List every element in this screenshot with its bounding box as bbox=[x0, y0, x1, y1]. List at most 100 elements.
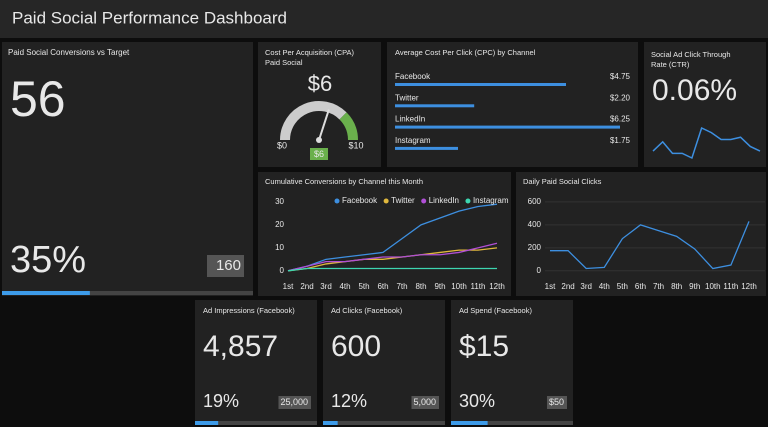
value-label: $1.75 bbox=[610, 136, 631, 145]
percent: 35% bbox=[10, 239, 86, 281]
x-tick-label: 9th bbox=[689, 282, 700, 291]
y-tick-label: 400 bbox=[528, 220, 542, 229]
target: 5,000 bbox=[413, 397, 436, 407]
percent: 12% bbox=[331, 391, 367, 411]
x-tick-label: 3rd bbox=[580, 282, 592, 291]
panel-title: Ad Impressions (Facebook) bbox=[203, 306, 295, 315]
x-tick-label: 2nd bbox=[561, 282, 574, 291]
progress-track bbox=[195, 421, 317, 425]
gauge-min: $0 bbox=[277, 140, 287, 150]
progress-bar bbox=[2, 291, 90, 295]
panel-title: Ad Clicks (Facebook) bbox=[331, 306, 403, 315]
value-label: $2.20 bbox=[610, 93, 631, 102]
target-box bbox=[411, 396, 439, 409]
y-tick-label: 200 bbox=[528, 243, 542, 252]
progress-track bbox=[451, 421, 573, 425]
panel-title: Social Ad Click Through bbox=[651, 50, 731, 59]
x-tick-label: 2nd bbox=[300, 282, 313, 291]
y-tick-label: 0 bbox=[280, 266, 285, 275]
y-tick-label: 30 bbox=[275, 197, 284, 206]
value-label: $6.25 bbox=[610, 115, 631, 124]
x-tick-label: 12th bbox=[741, 282, 757, 291]
legend-label: LinkedIn bbox=[429, 196, 459, 205]
x-tick-label: 3rd bbox=[320, 282, 332, 291]
big-value: 600 bbox=[331, 330, 381, 363]
target: $50 bbox=[549, 397, 564, 407]
line bbox=[287, 242, 498, 272]
channel-label: Twitter bbox=[395, 93, 419, 102]
x-tick-label: 8th bbox=[671, 282, 682, 291]
legend-dot bbox=[383, 198, 389, 204]
value-label: $4.75 bbox=[610, 72, 631, 81]
panel-title: Rate (CTR) bbox=[651, 60, 690, 69]
line bbox=[287, 247, 498, 272]
progress-bar bbox=[323, 421, 338, 425]
percent: 19% bbox=[203, 391, 239, 411]
x-tick-label: 5th bbox=[358, 282, 369, 291]
x-tick-label: 11th bbox=[723, 282, 738, 291]
target-box bbox=[207, 255, 244, 277]
line bbox=[287, 267, 497, 272]
y-tick-label: 600 bbox=[528, 197, 542, 206]
panel-title: Paid Social Conversions vs Target bbox=[8, 48, 130, 57]
channel-label: Facebook bbox=[395, 72, 431, 81]
x-tick-label: 12th bbox=[489, 282, 505, 291]
panel-title: Daily Paid Social Clicks bbox=[523, 177, 602, 186]
sparkline bbox=[652, 126, 761, 160]
y-tick-label: 0 bbox=[537, 266, 542, 275]
legend-dot bbox=[421, 198, 427, 204]
legend-dot bbox=[465, 198, 471, 204]
x-tick-label: 6th bbox=[377, 282, 388, 291]
x-tick-label: 5th bbox=[617, 282, 628, 291]
line bbox=[287, 203, 498, 272]
gauge-track bbox=[280, 101, 347, 141]
panel bbox=[258, 172, 511, 296]
x-tick-label: 1st bbox=[545, 282, 556, 291]
target: 25,000 bbox=[280, 397, 308, 407]
target: 160 bbox=[216, 257, 241, 274]
gauge-value: $6 bbox=[314, 149, 324, 159]
bar bbox=[395, 104, 475, 108]
gauge-badge bbox=[310, 148, 328, 160]
panel-title: Average Cost Per Click (CPC) by Channel bbox=[395, 48, 536, 57]
x-tick-label: 8th bbox=[415, 282, 426, 291]
panel-title: Ad Spend (Facebook) bbox=[459, 306, 532, 315]
panel bbox=[644, 42, 766, 167]
dashboard-title: Paid Social Performance Dashboard bbox=[12, 8, 287, 27]
channel-label: LinkedIn bbox=[395, 115, 425, 124]
panel bbox=[2, 42, 253, 296]
big-value: $15 bbox=[459, 330, 509, 363]
x-tick-label: 9th bbox=[434, 282, 445, 291]
legend-label: Instagram bbox=[473, 196, 509, 205]
x-tick-label: 7th bbox=[653, 282, 664, 291]
gauge-zone bbox=[339, 112, 358, 141]
y-tick-label: 20 bbox=[275, 220, 284, 229]
x-tick-label: 10th bbox=[705, 282, 721, 291]
percent: 30% bbox=[459, 391, 495, 411]
progress-track bbox=[323, 421, 445, 425]
gauge-hub bbox=[316, 137, 322, 143]
panel-title: Cost Per Acquisition (CPA) bbox=[265, 48, 355, 57]
x-tick-label: 4th bbox=[599, 282, 610, 291]
x-tick-label: 6th bbox=[635, 282, 646, 291]
bar bbox=[395, 125, 620, 129]
legend-label: Facebook bbox=[342, 196, 378, 205]
big-value: 0.06% bbox=[652, 74, 737, 107]
x-tick-label: 10th bbox=[451, 282, 467, 291]
legend-label: Twitter bbox=[391, 196, 415, 205]
progress-bar bbox=[195, 421, 219, 425]
header-bar bbox=[0, 0, 768, 38]
line bbox=[550, 221, 750, 270]
panel-title: Paid Social bbox=[265, 58, 303, 67]
bar bbox=[395, 146, 458, 150]
bar bbox=[395, 83, 566, 86]
channel-label: Instagram bbox=[395, 136, 431, 145]
big-value: 4,857 bbox=[203, 330, 278, 363]
panel-title: Cumulative Conversions by Channel this M… bbox=[265, 177, 423, 186]
progress-bar bbox=[451, 421, 488, 425]
x-tick-label: 7th bbox=[396, 282, 407, 291]
x-tick-label: 4th bbox=[339, 282, 350, 291]
big-value: $6 bbox=[308, 71, 332, 96]
target-box bbox=[278, 396, 311, 409]
